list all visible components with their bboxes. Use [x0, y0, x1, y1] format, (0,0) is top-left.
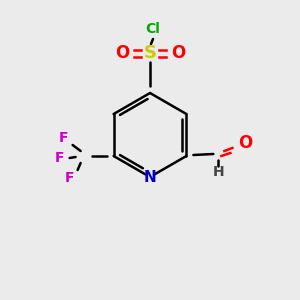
Text: O: O — [171, 44, 185, 62]
Text: F: F — [55, 151, 64, 165]
Text: S: S — [143, 44, 157, 62]
Text: F: F — [59, 131, 68, 145]
Text: Cl: Cl — [146, 22, 160, 36]
Text: F: F — [65, 171, 74, 185]
Text: O: O — [238, 134, 253, 152]
Text: H: H — [213, 165, 224, 179]
Text: N: N — [144, 169, 156, 184]
Text: O: O — [115, 44, 129, 62]
